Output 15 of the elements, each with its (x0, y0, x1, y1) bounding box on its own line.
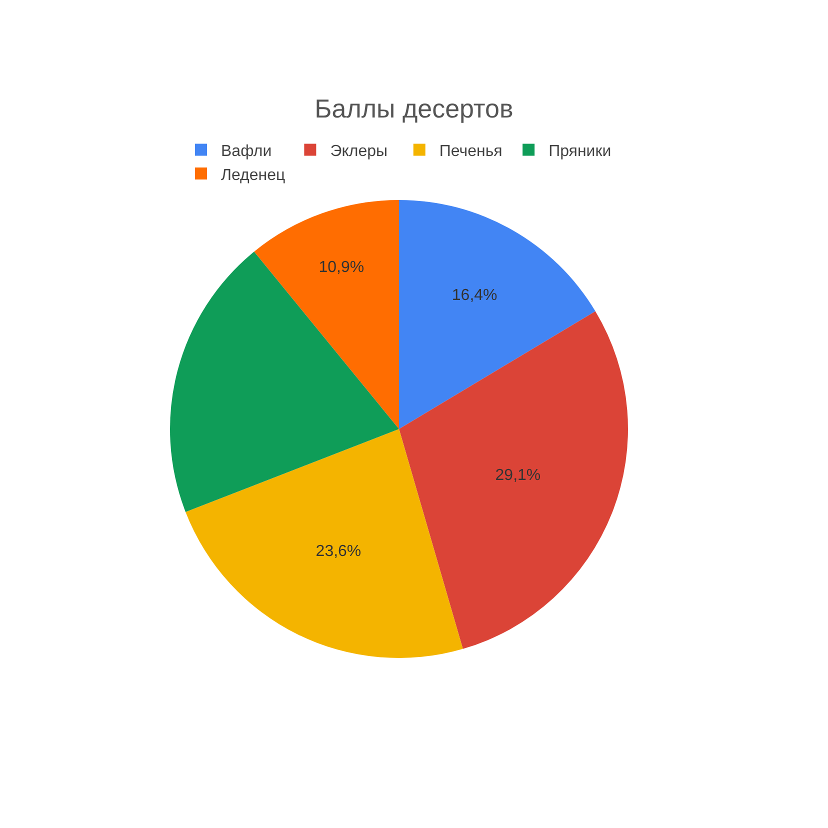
pie-slice (399, 311, 628, 649)
legend-label: Эклеры (330, 142, 388, 160)
data-label: 23,6% (316, 543, 362, 560)
legend-label: Вафли (221, 142, 272, 160)
data-label: 10,9% (318, 259, 364, 276)
chart-title: Баллы десертов (314, 94, 514, 124)
pie-slice (254, 200, 399, 429)
legend-label: Пряники (548, 142, 612, 160)
data-label: 29,1% (495, 467, 541, 484)
pie-slice (186, 429, 463, 658)
legend-label: Леденец (221, 166, 286, 184)
pie-slice (170, 252, 399, 512)
pie-slice (399, 200, 596, 429)
legend-label: Печенья (439, 142, 502, 160)
data-label: 16,4% (452, 287, 498, 304)
